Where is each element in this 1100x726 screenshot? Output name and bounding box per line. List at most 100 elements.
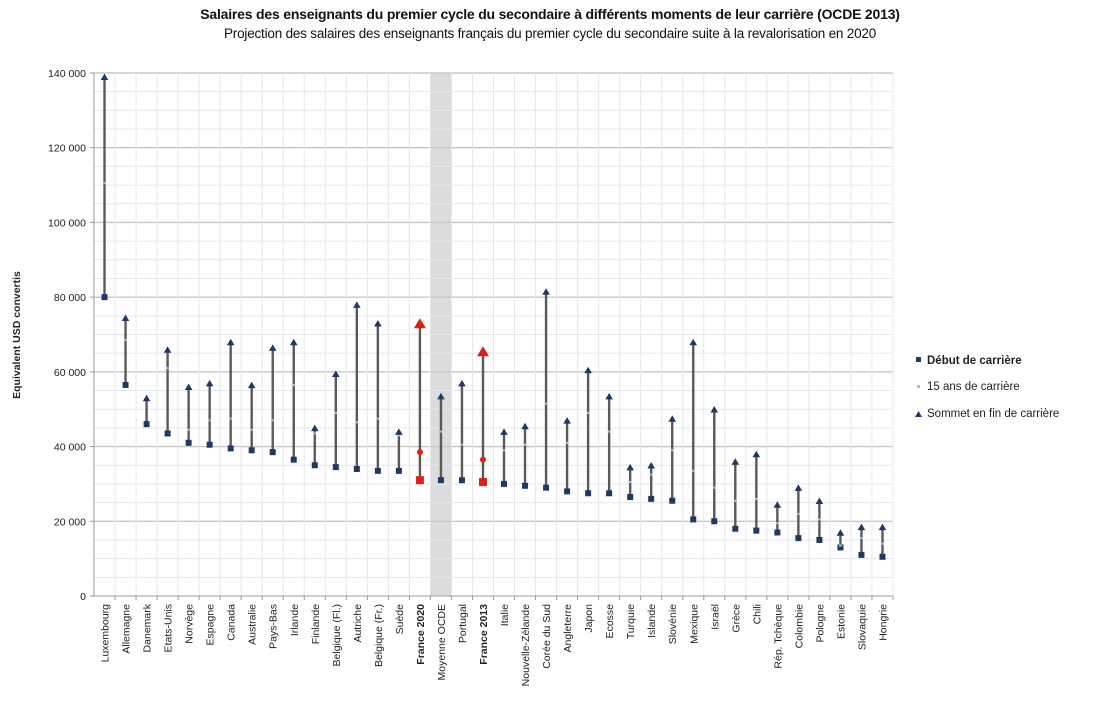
x-tick-label: Slovaquie — [856, 604, 868, 650]
marker-15-ans-de-carriere — [187, 428, 191, 431]
marker-sommet-fin-de-carriere — [121, 314, 130, 321]
marker-15-ans-de-carriere — [376, 417, 380, 420]
marker-sommet-fin-de-carriere — [395, 428, 403, 435]
marker-sommet-fin-de-carriere — [268, 344, 277, 351]
marker-debut-de-carriere — [374, 467, 381, 474]
x-tick-label: Ecosse — [604, 604, 616, 639]
marker-sommet-fin-de-carriere — [289, 338, 298, 346]
marker-debut-de-carriere — [522, 482, 529, 489]
x-tick-label: Estonie — [835, 604, 847, 639]
marker-debut-de-carriere — [711, 518, 718, 525]
marker-sommet-fin-de-carriere — [794, 484, 803, 491]
marker-sommet-fin-de-carriere — [100, 73, 109, 80]
x-tick-label: Australie — [247, 604, 259, 645]
x-tick-label: Grèce — [730, 604, 742, 633]
marker-debut-de-carriere — [206, 441, 213, 448]
marker-debut-de-carriere — [290, 456, 297, 463]
marker-15-ans-de-carriere — [817, 518, 821, 521]
marker-15-ans-de-carriere — [670, 449, 674, 452]
marker-15-ans-de-carriere — [313, 432, 317, 435]
y-tick-label: 60 000 — [54, 367, 86, 379]
y-tick-label: 120 000 — [48, 143, 86, 155]
marker-debut-de-carriere — [816, 536, 823, 543]
x-tick-label: Mexique — [688, 604, 700, 644]
marker-debut-de-carriere — [879, 553, 886, 560]
x-tick-label: Canada — [226, 604, 238, 641]
y-tick-label: 0 — [80, 591, 86, 603]
x-tick-label: Hongrie — [877, 604, 889, 641]
y-tick-label: 80 000 — [54, 292, 86, 304]
x-tick-label: France 2013 — [478, 604, 490, 665]
marker-15-ans-de-carriere — [607, 430, 611, 433]
marker-15-ans-de-carriere — [208, 419, 212, 422]
marker-sommet-fin-de-carriere — [563, 417, 571, 424]
marker-15-ans-de-carriere — [292, 383, 296, 386]
marker-sommet-fin-de-carriere — [437, 392, 445, 400]
x-tick-label: Corée du Sud — [541, 604, 553, 669]
marker-sommet-fin-de-carriere — [184, 383, 193, 391]
marker-sommet-fin-de-carriere — [689, 338, 698, 346]
marker-sommet-fin-de-carriere — [247, 381, 256, 389]
marker-15-ans-de-carriere — [859, 537, 863, 540]
x-tick-label: Irlande — [289, 604, 301, 636]
marker-sommet-fin-de-carriere — [353, 301, 361, 308]
legend-marker-start — [916, 357, 921, 362]
marker-sommet-fin-de-carriere — [521, 422, 529, 430]
x-tick-label: Etats-Unis — [163, 604, 175, 652]
y-tick-label: 100 000 — [48, 217, 86, 229]
marker-sommet-fin-de-carriere — [668, 415, 677, 422]
marker-sommet-fin-de-carriere — [605, 392, 613, 400]
marker-15-ans-de-carriere — [565, 441, 569, 444]
marker-sommet-fin-de-carriere — [878, 523, 887, 531]
marker-debut-de-carriere — [837, 544, 844, 551]
marker-15-ans-de-carriere — [250, 428, 254, 431]
x-tick-label: Italie — [499, 604, 511, 626]
marker-debut-de-carriere — [437, 477, 444, 484]
marker-15-ans-de-carriere — [880, 542, 884, 545]
x-tick-label: Nouvelle-Zélande — [520, 604, 532, 686]
marker-debut-de-carriere — [122, 381, 129, 388]
marker-15-ans-de-carriere — [733, 499, 737, 502]
x-tick-label: Espagne — [205, 604, 217, 646]
marker-sommet-fin-de-carriere — [226, 338, 235, 346]
x-tick-label: Allemagne — [121, 604, 133, 654]
marker-debut-de-carriere — [564, 488, 571, 495]
marker-15-ans-de-carriere — [544, 402, 548, 405]
marker-15-ans-de-carriere — [502, 449, 506, 452]
marker-sommet-fin-de-carriere — [752, 450, 761, 458]
marker-debut-de-carriere — [458, 477, 465, 484]
marker-15-ans-de-carriere — [166, 367, 170, 370]
marker-sommet-fin-de-carriere — [815, 497, 824, 504]
marker-sommet-fin-de-carriere — [205, 379, 214, 387]
marker-15-ans-de-carriere — [523, 443, 527, 446]
marker-debut-de-carriere — [543, 484, 550, 491]
x-tick-label: Autriche — [352, 604, 364, 643]
x-tick-label: Finlande — [310, 604, 322, 644]
x-tick-label: Japon — [583, 604, 595, 633]
marker-15-ans-de-carriere — [271, 419, 275, 422]
chart-title: Salaires des enseignants du premier cycl… — [200, 6, 900, 22]
y-tick-label: 40 000 — [54, 442, 86, 454]
x-tick-label: Pays-Bas — [268, 604, 280, 649]
marker-debut-de-carriere — [606, 490, 613, 497]
marker-debut-de-carriere — [311, 462, 318, 469]
marker-sommet-fin-de-carriere — [413, 318, 426, 329]
marker-15-ans-de-carriere — [334, 411, 338, 414]
x-tick-label: Israël — [709, 604, 721, 630]
marker-15-ans-de-carriere — [124, 339, 128, 342]
x-tick-label: Angleterre — [562, 604, 574, 653]
marker-debut-de-carriere — [732, 525, 739, 532]
marker-debut-de-carriere — [248, 447, 255, 454]
marker-debut-de-carriere — [669, 497, 676, 504]
marker-15-ans-de-carriere — [355, 421, 359, 424]
marker-debut-de-carriere — [478, 478, 487, 487]
marker-sommet-fin-de-carriere — [836, 529, 845, 536]
x-tick-label: Portugal — [457, 604, 469, 643]
marker-sommet-fin-de-carriere — [857, 523, 866, 531]
marker-debut-de-carriere — [415, 476, 424, 485]
marker-sommet-fin-de-carriere — [500, 428, 508, 435]
marker-15-ans-de-carriere — [754, 497, 758, 500]
marker-15-ans-de-carriere — [691, 469, 695, 472]
marker-15-ans-de-carriere — [796, 512, 800, 515]
